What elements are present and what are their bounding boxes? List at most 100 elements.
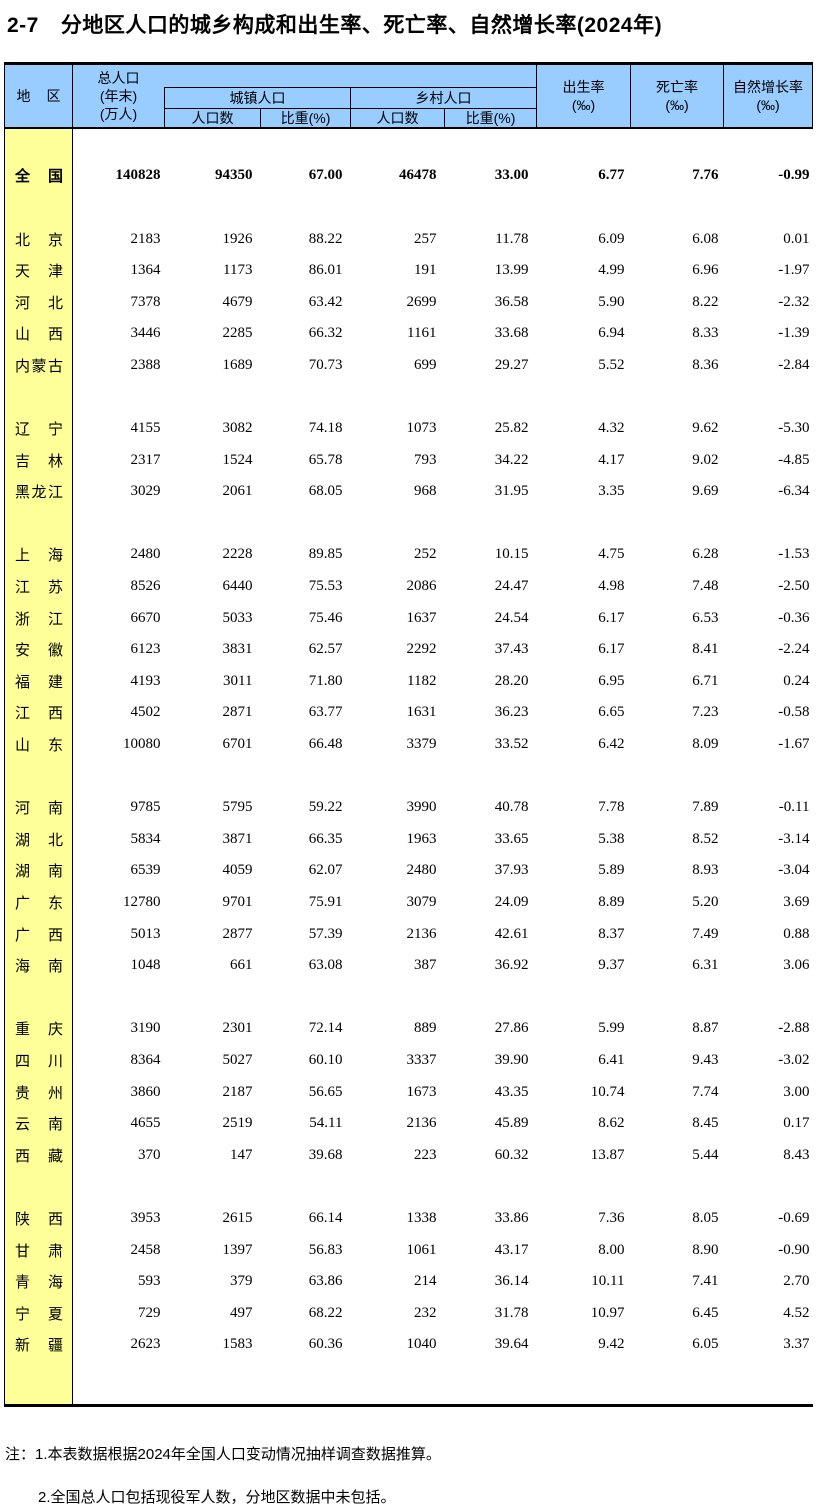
rural-share-cell: 36.58: [494, 293, 529, 310]
table-row: 重庆 3190 2301 72.14 889 27.86 5.99 8.87 -2.88: [4, 1013, 813, 1045]
total-cell: 3190: [130, 1020, 161, 1037]
table-row: 贵州 3860 2187 56.65 1673 43.35 10.74 7.74 3.00: [4, 1076, 813, 1108]
urban-share-cell: 71.80: [308, 672, 343, 689]
death-rate-cell: 8.05: [692, 1209, 719, 1226]
rural-pop-cell: 2086: [406, 578, 437, 595]
birth-rate-cell: 6.95: [598, 672, 625, 689]
region-label: 湖北: [4, 823, 73, 856]
table-header: 地区 总人口 (年末) (万人) 出生率 (‰) 死亡率 (‰) 自然增长率 (…: [4, 63, 813, 130]
death-rate-cell: 7.76: [692, 167, 719, 184]
region-label: 山东: [4, 728, 73, 761]
table-row: 安徽 6123 3831 62.57 2292 37.43 6.17 8.41 -2.24: [4, 633, 813, 666]
rural-share-cell: 33.65: [494, 830, 529, 847]
rural-share-cell: 36.14: [494, 1273, 529, 1290]
region-label: 海南: [4, 949, 73, 982]
total-cell: 8526: [130, 578, 161, 595]
death-rate-cell: 8.22: [692, 293, 719, 310]
rural-pop-cell: 191: [414, 262, 437, 279]
table-row: 内蒙古 2388 1689 70.73 699 29.27 5.52 8.36 -2.84: [4, 349, 813, 382]
rural-pop-cell: 1073: [406, 420, 437, 437]
growth-rate-cell: 0.01: [783, 230, 810, 247]
table-row: 福建 4193 3011 71.80 1182 28.20 6.95 6.71 0.24: [4, 665, 813, 698]
urban-pop-cell: 94350: [215, 167, 253, 184]
total-cell: 3860: [130, 1083, 161, 1100]
birth-rate-cell: 13.87: [590, 1146, 625, 1163]
spacer-row: [4, 128, 813, 161]
growth-rate-cell: -5.30: [778, 420, 810, 437]
growth-rate-cell: -3.14: [778, 830, 810, 847]
urban-share-cell: 63.77: [308, 704, 343, 721]
region-label: 陕西: [4, 1202, 73, 1235]
region-label: 黑龙江: [4, 476, 73, 508]
death-rate-cell: 9.02: [692, 451, 719, 468]
rural-share-cell: 40.78: [494, 799, 529, 816]
table-row: 浙江 6670 5033 75.46 1637 24.54 6.17 6.53 -0.36: [4, 602, 813, 634]
urban-pop-cell: 2061: [222, 483, 253, 500]
rural-share-cell: 10.15: [494, 546, 529, 563]
urban-pop-cell: 5033: [222, 609, 253, 626]
total-cell: 2480: [130, 546, 161, 563]
rural-pop-cell: 793: [414, 451, 437, 468]
rural-pop-cell: 387: [414, 957, 437, 974]
urban-pop-cell: 2301: [222, 1020, 253, 1037]
total-cell: 10080: [123, 736, 161, 753]
total-cell: 370: [138, 1146, 161, 1163]
growth-rate-cell: -3.02: [778, 1051, 810, 1068]
urban-share-cell: 74.18: [308, 420, 343, 437]
birth-rate-cell: 3.35: [598, 483, 625, 500]
region-label: 新疆: [4, 1329, 73, 1361]
total-cell: 6539: [130, 862, 161, 879]
death-rate-cell: 6.28: [692, 546, 719, 563]
table-row: 湖北 5834 3871 66.35 1963 33.65 5.38 8.52 -3.14: [4, 823, 813, 856]
rural-pop-cell: 968: [414, 483, 437, 500]
urban-share-cell: 89.85: [308, 546, 343, 563]
urban-share-cell: 75.46: [308, 609, 343, 626]
table-row: 辽宁 4155 3082 74.18 1073 25.82 4.32 9.62 -5.30: [4, 412, 813, 445]
death-rate-cell: 9.43: [692, 1051, 719, 1068]
urban-pop-cell: 6701: [222, 736, 253, 753]
rural-share-cell: 24.47: [494, 578, 529, 595]
rural-pop-cell: 889: [414, 1020, 437, 1037]
rural-share-cell: 29.27: [494, 356, 529, 373]
table-row: 青海 593 379 63.86 214 36.14 10.11 7.41 2.70: [4, 1265, 813, 1298]
region-label: 上海: [4, 539, 73, 571]
rural-pop-cell: 232: [414, 1304, 437, 1321]
growth-rate-cell: -0.90: [778, 1241, 810, 1258]
spacer-row: [4, 191, 813, 224]
total-cell: 5013: [130, 925, 161, 942]
urban-pop-cell: 2615: [222, 1209, 253, 1226]
table-row: 湖南 6539 4059 62.07 2480 37.93 5.89 8.93 -3.04: [4, 855, 813, 887]
rural-pop-cell: 1338: [406, 1209, 437, 1226]
rural-share-cell: 33.86: [494, 1209, 529, 1226]
total-cell: 593: [138, 1273, 161, 1290]
urban-share-cell: 63.08: [308, 957, 343, 974]
total-cell: 12780: [123, 894, 161, 911]
growth-rate-cell: -1.39: [778, 325, 810, 342]
rural-share-cell: 43.17: [494, 1241, 529, 1258]
spacer-row: [4, 381, 813, 413]
growth-rate-cell: 0.17: [783, 1115, 810, 1132]
table-row: 上海 2480 2228 89.85 252 10.15 4.75 6.28 -1.53: [4, 539, 813, 571]
rural-share-cell: 33.00: [494, 167, 529, 184]
region-label: 河北: [4, 286, 73, 319]
urban-share-cell: 86.01: [308, 262, 343, 279]
growth-rate-cell: 4.52: [783, 1304, 810, 1321]
table-row: 广东 12780 9701 75.91 3079 24.09 8.89 5.20 3.69: [4, 886, 813, 919]
birth-rate-cell: 5.99: [598, 1020, 625, 1037]
birth-rate-cell: 6.41: [598, 1051, 625, 1068]
region-label: 江西: [4, 697, 73, 729]
total-cell: 4502: [130, 704, 161, 721]
total-cell: 140828: [115, 167, 161, 184]
region-label: 湖南: [4, 855, 73, 887]
growth-rate-cell: 0.88: [783, 925, 810, 942]
table-row: 江苏 8526 6440 75.53 2086 24.47 4.98 7.48 -2.50: [4, 570, 813, 603]
total-cell: 6123: [130, 641, 161, 658]
rural-share-cell: 42.61: [494, 925, 529, 942]
urban-share-cell: 62.07: [308, 862, 343, 879]
growth-rate-cell: 8.43: [783, 1146, 810, 1163]
population-table: 地区 总人口 (年末) (万人) 出生率 (‰) 死亡率 (‰) 自然增长率 (…: [4, 62, 813, 1408]
birth-rate-cell: 6.09: [598, 230, 625, 247]
rural-share-cell: 31.95: [494, 483, 529, 500]
death-rate-cell: 5.20: [692, 894, 719, 911]
region-label: 贵州: [4, 1076, 73, 1108]
